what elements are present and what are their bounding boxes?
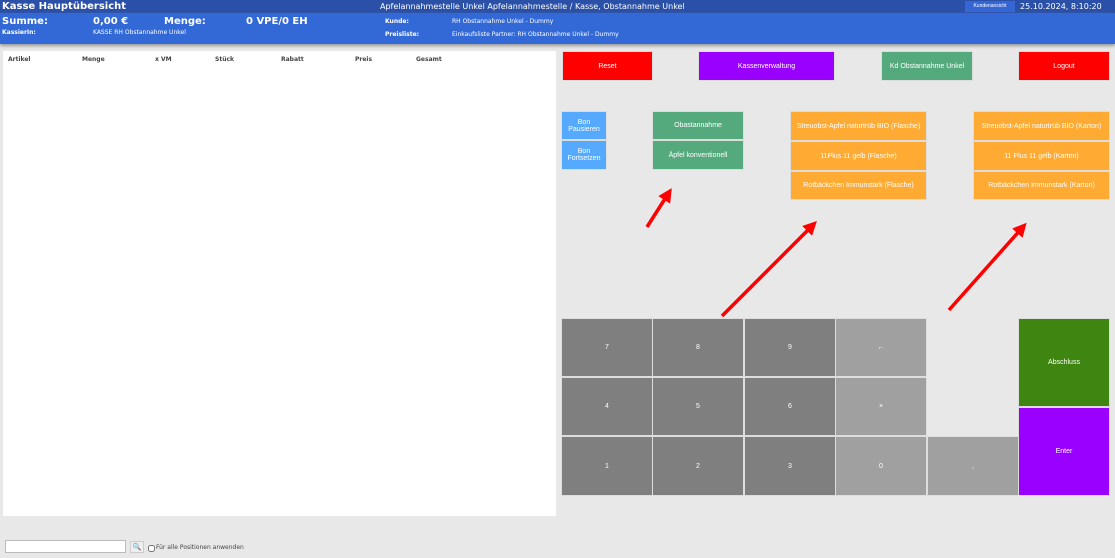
key-0[interactable]: 0 <box>835 436 927 496</box>
key-5[interactable]: 5 <box>652 377 744 436</box>
apply-all-checkbox[interactable] <box>148 545 155 552</box>
col-gesamt: Gesamt <box>416 56 442 63</box>
sum-value: 0,00 € <box>93 16 129 27</box>
pricelist-label: Preisliste: <box>385 31 420 38</box>
product-button[interactable]: Streuobst-Apfel naturtrüb BIO (Karton) <box>973 111 1110 141</box>
annotation-arrow <box>720 221 817 318</box>
product-button[interactable]: Rotbäckchen Immunstark (Karton) <box>973 171 1110 200</box>
enter-button[interactable]: Enter <box>1018 407 1110 496</box>
key-4[interactable]: 4 <box>561 377 653 436</box>
cashier-label: KassierIn: <box>2 29 36 36</box>
top-bar: Kasse Hauptübersicht Apfelannahmestelle … <box>0 0 1115 24</box>
bon-resume-button[interactable]: Bon Fortsetzen <box>561 140 607 170</box>
product-button[interactable]: Streuobst-Apfel naturtrüb BIO (Flasche) <box>790 111 927 141</box>
search-input[interactable] <box>5 540 126 553</box>
key-2[interactable]: 2 <box>652 436 744 496</box>
annotation-arrow <box>645 188 672 228</box>
key-backspace[interactable]: ← <box>835 318 927 377</box>
customer-view-button[interactable]: Kundenansicht <box>965 1 1015 12</box>
col-preis: Preis <box>355 56 373 63</box>
cart-table: Artikel Menge x VM Stück Rabatt Preis Ge… <box>3 51 556 516</box>
pricelist-value: Einkaufsliste Partner: RH Obstannahme Un… <box>452 31 619 38</box>
category-obstannahme[interactable]: Obastannahme <box>652 111 744 140</box>
cashier-value: KASSE RH Obstannahme Unkel <box>93 29 186 36</box>
info-bar: Summe: 0,00 € Menge: 0 VPE/0 EH KassierI… <box>0 13 1115 44</box>
kassenverwaltung-button[interactable]: Kassenverwaltung <box>698 51 835 81</box>
sum-label: Summe: <box>2 16 48 27</box>
logout-button[interactable]: Logout <box>1018 51 1110 81</box>
col-artikel: Artikel <box>8 56 31 63</box>
qty-label: Menge: <box>164 16 206 27</box>
key-multiply[interactable]: × <box>835 377 927 436</box>
page-title: Kasse Hauptübersicht <box>2 1 127 12</box>
col-menge: Menge <box>82 56 105 63</box>
reset-button[interactable]: Reset <box>562 51 653 81</box>
apply-all-label: Für alle Positionen anwenden <box>156 544 244 551</box>
col-vm: x VM <box>155 56 172 63</box>
col-stueck: Stück <box>215 56 235 63</box>
kd-obstannahme-button[interactable]: Kd Obstannahme Unkel <box>881 51 973 81</box>
key-7[interactable]: 7 <box>561 318 653 377</box>
search-icon[interactable]: 🔍 <box>130 541 144 553</box>
product-button[interactable]: 11Plus 11 gelb (Flasche) <box>790 141 927 171</box>
location-title: Apfelannahmestelle Unkel Apfelannahmeste… <box>380 2 685 11</box>
qty-value: 0 VPE/0 EH <box>246 16 308 27</box>
category-aepfel[interactable]: Äpfel konventionell <box>652 140 744 170</box>
abschluss-button[interactable]: Abschluss <box>1018 318 1110 407</box>
annotation-arrow <box>947 222 1027 312</box>
key-8[interactable]: 8 <box>652 318 744 377</box>
customer-label: Kunde: <box>385 18 409 25</box>
key-6[interactable]: 6 <box>744 377 836 436</box>
product-button[interactable]: Rotbäckchen Immunstark (Flasche) <box>790 171 927 200</box>
key-1[interactable]: 1 <box>561 436 653 496</box>
bon-pause-button[interactable]: Bon Pausieren <box>561 111 607 140</box>
product-button[interactable]: 11 Plus 11 gelb (Karton) <box>973 141 1110 171</box>
customer-value: RH Obstannahme Unkel - Dummy <box>452 18 554 25</box>
col-rabatt: Rabatt <box>281 56 304 63</box>
key-9[interactable]: 9 <box>744 318 836 377</box>
